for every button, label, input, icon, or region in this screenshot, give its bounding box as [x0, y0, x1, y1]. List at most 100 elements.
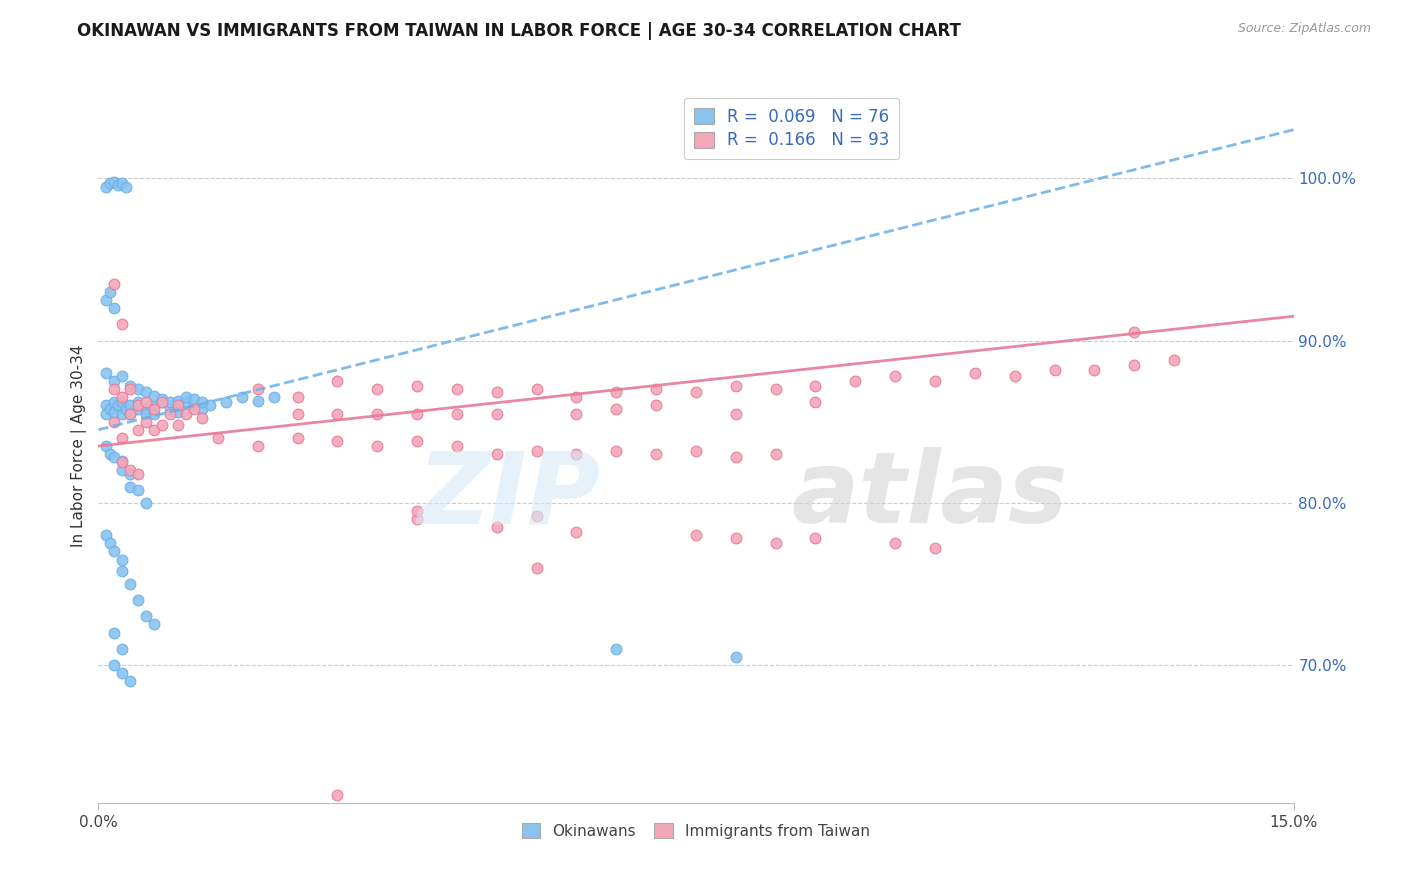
Point: [565, 407, 588, 421]
Point: [924, 541, 946, 556]
Point: [135, 401, 157, 416]
Point: [446, 382, 468, 396]
Point: [120, 577, 142, 591]
Point: [115, 179, 138, 194]
Point: [120, 399, 142, 413]
Point: [103, 374, 125, 388]
Point: [326, 788, 349, 802]
Point: [167, 417, 190, 432]
Y-axis label: In Labor Force | Age 30-34: In Labor Force | Age 30-34: [72, 344, 87, 548]
Point: [143, 617, 166, 632]
Point: [406, 407, 429, 421]
Point: [143, 407, 166, 421]
Point: [103, 625, 125, 640]
Point: [326, 434, 349, 449]
Point: [1083, 363, 1105, 377]
Point: [207, 431, 229, 445]
Point: [366, 407, 388, 421]
Point: [246, 439, 269, 453]
Point: [191, 395, 214, 409]
Point: [143, 399, 166, 413]
Point: [605, 401, 627, 416]
Point: [111, 641, 134, 656]
Point: [103, 301, 125, 315]
Point: [724, 450, 747, 465]
Point: [98, 536, 122, 550]
Point: [120, 382, 142, 396]
Point: [143, 389, 166, 403]
Point: [103, 382, 125, 396]
Point: [884, 536, 907, 550]
Point: [120, 407, 142, 421]
Point: [645, 382, 668, 396]
Point: [526, 508, 548, 523]
Point: [143, 423, 166, 437]
Point: [127, 483, 149, 497]
Point: [159, 407, 181, 421]
Point: [231, 390, 253, 404]
Point: [287, 407, 309, 421]
Point: [366, 439, 388, 453]
Text: OKINAWAN VS IMMIGRANTS FROM TAIWAN IN LABOR FORCE | AGE 30-34 CORRELATION CHART: OKINAWAN VS IMMIGRANTS FROM TAIWAN IN LA…: [77, 22, 962, 40]
Point: [526, 560, 548, 574]
Point: [98, 285, 122, 299]
Point: [485, 407, 508, 421]
Point: [103, 405, 125, 419]
Point: [96, 179, 118, 194]
Point: [191, 411, 214, 425]
Point: [127, 423, 149, 437]
Point: [1123, 326, 1146, 340]
Point: [111, 552, 134, 566]
Point: [406, 504, 429, 518]
Point: [526, 382, 548, 396]
Point: [96, 528, 118, 542]
Point: [103, 395, 125, 409]
Point: [765, 447, 787, 461]
Point: [111, 564, 134, 578]
Point: [159, 395, 181, 409]
Point: [326, 374, 349, 388]
Point: [406, 512, 429, 526]
Point: [127, 401, 149, 416]
Point: [143, 401, 166, 416]
Point: [406, 379, 429, 393]
Point: [120, 467, 142, 481]
Point: [605, 385, 627, 400]
Text: atlas: atlas: [792, 448, 1069, 544]
Point: [150, 417, 173, 432]
Point: [191, 401, 214, 416]
Point: [167, 393, 190, 408]
Point: [183, 392, 205, 406]
Point: [111, 431, 134, 445]
Point: [135, 609, 157, 624]
Point: [107, 399, 129, 413]
Point: [565, 447, 588, 461]
Point: [127, 593, 149, 607]
Point: [685, 528, 707, 542]
Text: ZIP: ZIP: [418, 448, 600, 544]
Point: [485, 385, 508, 400]
Point: [287, 390, 309, 404]
Point: [287, 431, 309, 445]
Point: [103, 544, 125, 558]
Point: [366, 382, 388, 396]
Point: [174, 395, 197, 409]
Point: [135, 395, 157, 409]
Point: [724, 649, 747, 664]
Point: [111, 463, 134, 477]
Point: [120, 674, 142, 689]
Point: [1163, 353, 1185, 368]
Point: [96, 439, 118, 453]
Point: [111, 369, 134, 384]
Point: [111, 395, 134, 409]
Point: [645, 399, 668, 413]
Point: [406, 434, 429, 449]
Point: [127, 467, 149, 481]
Point: [120, 479, 142, 493]
Point: [103, 175, 125, 189]
Point: [103, 415, 125, 429]
Point: [485, 447, 508, 461]
Point: [167, 399, 190, 413]
Point: [1123, 358, 1146, 372]
Point: [98, 176, 122, 190]
